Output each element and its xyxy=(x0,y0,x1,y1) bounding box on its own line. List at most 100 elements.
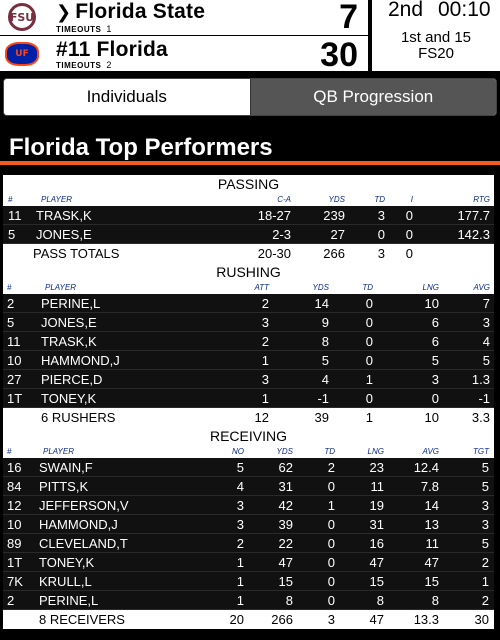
rushing-player-row[interactable]: 27 PIERCE,D 3 4 1 3 1.3 xyxy=(3,370,494,389)
passing-cell-td: 3 xyxy=(377,208,385,223)
rushing-total-0: 6 RUSHERS xyxy=(41,410,116,425)
receiving-cell-player: HAMMOND,J xyxy=(39,517,118,532)
rushing-cell-att: 3 xyxy=(261,372,269,387)
receiving-cell-yds: 8 xyxy=(285,593,293,608)
passing-header-i: I xyxy=(410,195,413,204)
receiving-cell-avg: 12.4 xyxy=(413,460,439,475)
receiving-total-5: 13.3 xyxy=(413,612,439,627)
rushing-cell-: 27 xyxy=(7,372,22,387)
receiving-player-row[interactable]: 7K KRULL,L 1 15 0 15 15 1 xyxy=(3,572,494,591)
ball-position: FS20 xyxy=(418,45,454,62)
home-timeouts: TIMEOUTS 2 xyxy=(56,60,112,70)
rushing-cell-yds: 9 xyxy=(321,315,329,330)
receiving-cell-avg: 14 xyxy=(424,498,439,513)
receiving-cell-no: 2 xyxy=(236,536,244,551)
receiving-cell-no: 1 xyxy=(236,555,244,570)
passing-total-2: 266 xyxy=(323,246,345,261)
florida-state-logo: FSU xyxy=(8,3,36,31)
receiving-player-row[interactable]: 1T TONEY,K 1 47 0 47 47 2 xyxy=(3,553,494,572)
scoreboard: FSU ❯ Florida State TIMEOUTS 1 7 UF #11 Fl… xyxy=(0,0,500,74)
receiving-cell-: 10 xyxy=(7,517,22,532)
receiving-player-row[interactable]: 84 PITTS,K 4 31 0 11 7.8 5 xyxy=(3,477,494,496)
rushing-total-4: 10 xyxy=(424,410,439,425)
rushing-total-2: 39 xyxy=(314,410,329,425)
rushing-totals-row: 6 RUSHERS 12 39 1 10 3.3 xyxy=(3,408,494,427)
receiving-cell-player: KRULL,L xyxy=(39,574,92,589)
receiving-player-row[interactable]: 10 HAMMOND,J 3 39 0 31 13 3 xyxy=(3,515,494,534)
receiving-cell-no: 1 xyxy=(236,593,244,608)
tab-qb-progression[interactable]: QB Progression xyxy=(249,79,496,115)
rushing-cell-att: 1 xyxy=(261,353,269,368)
passing-cell-: 5 xyxy=(8,227,16,242)
rushing-player-row[interactable]: 11 TRASK,K 2 8 0 6 4 xyxy=(3,332,494,351)
receiving-cell-lng: 23 xyxy=(369,460,384,475)
passing-total-0: PASS TOTALS xyxy=(33,246,120,261)
receiving-total-3: 3 xyxy=(327,612,335,627)
stats-tables[interactable]: PASSING # PLAYER C-A YDS TD I RTG 11 TRASK,K 18-27… xyxy=(3,175,494,629)
receiving-cell-lng: 11 xyxy=(370,479,385,494)
rushing-cell-td: 0 xyxy=(365,315,373,330)
rushing-cell-avg: 1.3 xyxy=(471,372,490,387)
receiving-totals-row: 8 RECEIVERS 20 266 3 47 13.3 30 xyxy=(3,610,494,629)
away-team-name-text: Florida State xyxy=(75,0,206,23)
receiving-cell-avg: 13 xyxy=(424,517,439,532)
receiving-player-row[interactable]: 2 PERINE,L 1 8 0 8 8 2 xyxy=(3,591,494,610)
receiving-cell-: 2 xyxy=(7,593,15,608)
away-team-name: ❯ Florida State xyxy=(56,0,205,24)
tab-individuals[interactable]: Individuals xyxy=(4,79,250,115)
rushing-player-row[interactable]: 1T TONEY,K 1 -1 0 0 -1 xyxy=(3,389,494,408)
receiving-total-6: 30 xyxy=(474,612,489,627)
rushing-cell-td: 0 xyxy=(365,334,373,349)
rushing-cell-: 10 xyxy=(7,353,22,368)
receiving-header-tgt: TGT xyxy=(473,447,489,456)
receiving-cell-td: 0 xyxy=(327,536,335,551)
rushing-cell-td: 0 xyxy=(365,296,373,311)
possession-chevron-icon: ❯ xyxy=(56,2,72,23)
receiving-cell-yds: 42 xyxy=(278,498,293,513)
receiving-player-row[interactable]: 12 JEFFERSON,V 3 42 1 19 14 3 xyxy=(3,496,494,515)
receiving-total-4: 47 xyxy=(369,612,384,627)
receiving-cell-tgt: 5 xyxy=(481,536,489,551)
receiving-cell-lng: 15 xyxy=(369,574,384,589)
rushing-cell-player: HAMMOND,J xyxy=(41,353,120,368)
rushing-cell-td: 0 xyxy=(365,391,373,406)
receiving-cell-td: 0 xyxy=(327,574,335,589)
receiving-player-row[interactable]: 89 CLEVELAND,T 2 22 0 16 11 5 xyxy=(3,534,494,553)
receiving-cell-yds: 39 xyxy=(278,517,293,532)
rushing-cell-lng: 10 xyxy=(424,296,439,311)
receiving-cell-tgt: 2 xyxy=(481,555,489,570)
passing-category-header: PASSING xyxy=(3,175,494,194)
receiving-cell-lng: 19 xyxy=(369,498,384,513)
rushing-header-: # xyxy=(7,283,12,292)
receiving-cell-player: TONEY,K xyxy=(39,555,95,570)
receiving-cell-td: 1 xyxy=(327,498,335,513)
receiving-header-player: PLAYER xyxy=(43,447,74,456)
rushing-cell-: 5 xyxy=(7,315,15,330)
rushing-cell-td: 1 xyxy=(365,372,373,387)
passing-cell-ca: 2-3 xyxy=(272,227,291,242)
rushing-player-row[interactable]: 2 PERINE,L 2 14 0 10 7 xyxy=(3,294,494,313)
passing-column-headers: # PLAYER C-A YDS TD I RTG xyxy=(3,194,494,206)
passing-player-row[interactable]: 5 JONES,E 2-3 27 0 0 142.3 xyxy=(3,225,494,244)
receiving-cell-lng: 47 xyxy=(369,555,384,570)
home-timeouts-label: TIMEOUTS xyxy=(56,61,102,70)
rushing-header-player: PLAYER xyxy=(45,283,76,292)
receiving-cell-lng: 31 xyxy=(369,517,384,532)
passing-cell-i: 0 xyxy=(405,208,413,223)
rushing-cell-att: 3 xyxy=(261,315,269,330)
receiving-header-no: NO xyxy=(232,447,244,456)
away-score: 7 xyxy=(339,0,358,36)
passing-player-row[interactable]: 11 TRASK,K 18-27 239 3 0 177.7 xyxy=(3,206,494,225)
rushing-player-row[interactable]: 5 JONES,E 3 9 0 6 3 xyxy=(3,313,494,332)
receiving-cell-no: 5 xyxy=(236,460,244,475)
rushing-player-row[interactable]: 10 HAMMOND,J 1 5 0 5 5 xyxy=(3,351,494,370)
home-score: 30 xyxy=(320,36,358,74)
rushing-header-att: ATT xyxy=(254,283,269,292)
receiving-player-row[interactable]: 16 SWAIN,F 5 62 2 23 12.4 5 xyxy=(3,458,494,477)
period: 2nd xyxy=(388,0,424,21)
away-timeouts-count: 1 xyxy=(106,24,112,34)
receiving-cell-: 1T xyxy=(7,555,23,570)
home-team-panel: UF #11 Florida TIMEOUTS 2 30 xyxy=(0,36,368,74)
passing-header-yds: YDS xyxy=(328,195,345,204)
passing-cell-ca: 18-27 xyxy=(257,208,291,223)
